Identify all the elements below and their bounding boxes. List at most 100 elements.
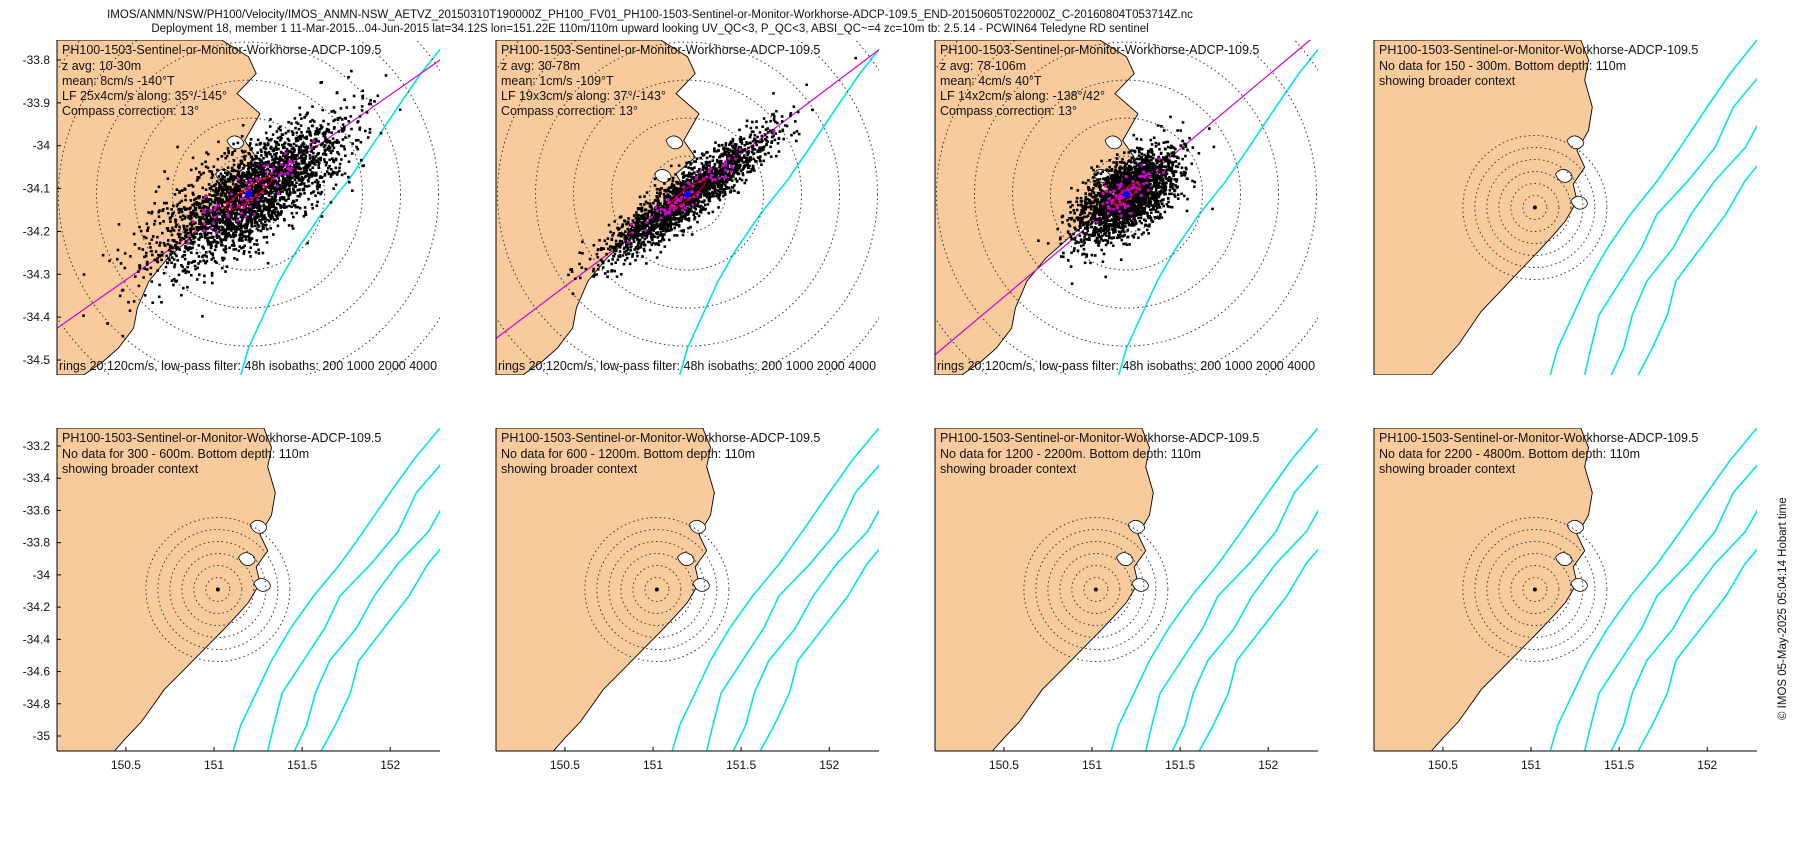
- velocity-point: [310, 124, 314, 127]
- velocity-point: [704, 191, 707, 194]
- velocity-point: [308, 154, 312, 157]
- velocity-point: [163, 244, 167, 247]
- velocity-point: [243, 175, 246, 178]
- velocity-point: [578, 262, 581, 266]
- velocity-point: [156, 257, 159, 260]
- panel-info-line: mean: 8cm/s -140°T: [62, 74, 175, 88]
- velocity-point: [254, 165, 257, 169]
- velocity-point: [711, 159, 715, 162]
- velocity-point: [592, 269, 595, 273]
- velocity-point: [701, 168, 704, 172]
- velocity-point: [188, 246, 191, 249]
- velocity-point: [732, 160, 736, 163]
- velocity-point: [606, 270, 610, 273]
- velocity-point: [610, 270, 613, 273]
- velocity-point: [290, 181, 293, 184]
- velocity-point: [592, 267, 595, 271]
- velocity-point: [635, 211, 638, 214]
- velocity-point: [277, 163, 280, 166]
- velocity-point: [738, 164, 742, 167]
- velocity-point: [661, 220, 665, 223]
- mean-velocity-point: [245, 190, 252, 198]
- velocity-point: [366, 136, 370, 139]
- velocity-point: [224, 230, 227, 233]
- velocity-point: [233, 189, 237, 193]
- velocity-point: [172, 211, 175, 215]
- velocity-point: [242, 167, 245, 170]
- velocity-point: [629, 245, 632, 249]
- velocity-points: [1037, 115, 1216, 285]
- velocity-point: [307, 197, 310, 201]
- lowpass-point: [730, 165, 734, 169]
- velocity-point: [721, 152, 725, 156]
- velocity-point: [702, 164, 706, 168]
- velocity-point: [233, 257, 236, 260]
- velocity-point: [205, 206, 209, 209]
- velocity-point: [275, 141, 279, 144]
- velocity-point: [732, 150, 736, 154]
- velocity-point: [285, 161, 288, 165]
- velocity-point: [246, 207, 249, 210]
- velocity-point: [176, 203, 180, 206]
- velocity-point: [601, 261, 605, 265]
- velocity-point: [661, 222, 664, 225]
- velocity-point: [161, 231, 164, 235]
- velocity-point: [220, 240, 223, 244]
- velocity-point: [617, 228, 620, 231]
- velocity-point: [677, 188, 681, 192]
- velocity-point: [278, 156, 282, 159]
- velocity-point: [275, 207, 278, 210]
- velocity-point: [222, 220, 225, 223]
- velocity-point: [632, 238, 635, 241]
- lowpass-point: [668, 209, 672, 213]
- velocity-point: [688, 201, 691, 205]
- velocity-point: [270, 187, 274, 191]
- velocity-point: [712, 155, 715, 159]
- velocity-point: [237, 227, 241, 231]
- velocity-point: [290, 122, 293, 125]
- velocity-point: [187, 249, 190, 252]
- velocity-point: [640, 209, 644, 213]
- velocity-point: [1077, 241, 1080, 244]
- velocity-point: [311, 166, 315, 169]
- velocity-point: [686, 210, 689, 213]
- velocity-point: [664, 229, 668, 233]
- velocity-point: [178, 190, 181, 193]
- lowpass-point: [283, 172, 287, 176]
- velocity-point: [285, 189, 289, 192]
- velocity-point: [666, 196, 669, 199]
- velocity-point: [280, 197, 283, 200]
- velocity-point: [298, 206, 302, 210]
- velocity-point: [344, 136, 347, 139]
- velocity-point: [189, 211, 192, 214]
- velocity-point: [170, 208, 173, 211]
- velocity-point: [302, 170, 306, 173]
- velocity-point: [273, 199, 276, 203]
- velocity-point: [213, 248, 217, 252]
- velocity-point: [226, 177, 230, 181]
- lowpass-point: [202, 229, 206, 233]
- velocity-point: [709, 183, 712, 187]
- velocity-point: [219, 177, 223, 181]
- velocity-point: [256, 138, 260, 142]
- velocity-point: [694, 198, 698, 201]
- velocity-point: [349, 115, 353, 118]
- velocity-point: [690, 172, 693, 176]
- velocity-point: [633, 248, 637, 251]
- velocity-point: [653, 217, 657, 221]
- velocity-point: [215, 180, 219, 183]
- velocity-point: [252, 193, 256, 197]
- velocity-point: [288, 193, 292, 196]
- velocity-point: [276, 136, 280, 140]
- velocity-point: [693, 216, 697, 219]
- velocity-point: [236, 217, 240, 221]
- velocity-point: [214, 196, 218, 200]
- velocity-point: [675, 180, 678, 184]
- velocity-point: [218, 235, 221, 238]
- velocity-point: [232, 142, 235, 146]
- velocity-point: [749, 158, 752, 162]
- velocity-point: [297, 145, 301, 149]
- lowpass-point: [645, 220, 649, 224]
- velocity-point: [281, 143, 284, 147]
- velocity-point: [680, 229, 683, 233]
